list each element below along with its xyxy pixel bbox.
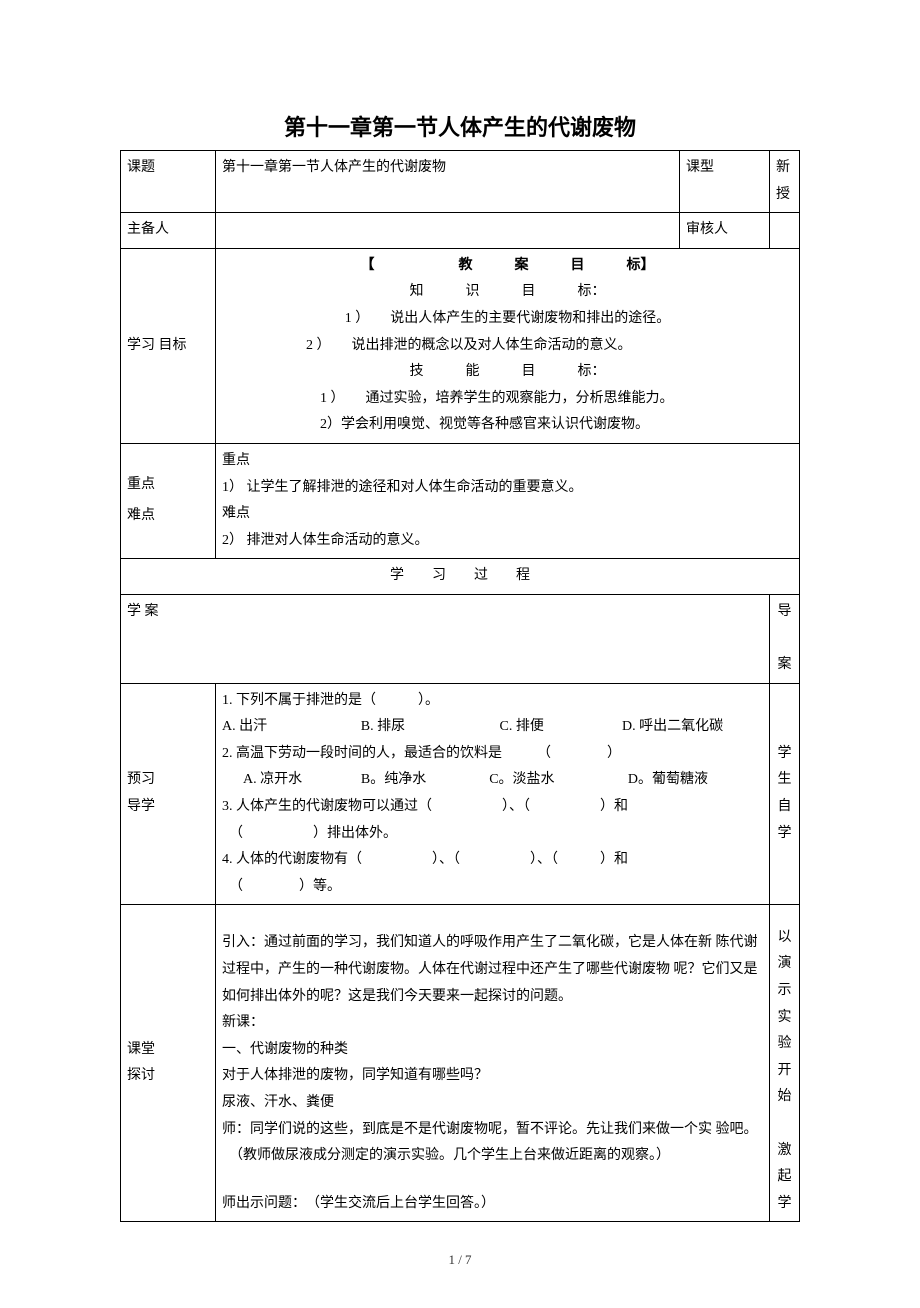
preview-q3-1: 3. 人体产生的代谢废物可以通过（ ）、（ ）和: [222, 794, 763, 821]
knowledge-item-2: 2 ） 说出排泄的概念以及对人体生命活动的意义。: [222, 333, 793, 360]
focus-zd-1: 1） 让学生了解排泄的途径和对人体生命活动的重要意义。: [222, 475, 793, 502]
class-side: 以 演 示 实 验 开 始 激 起 学: [770, 905, 800, 1222]
class-p5: 尿液、汗水、粪便: [222, 1090, 763, 1117]
type-value: 新授: [770, 151, 800, 213]
knowledge-item-1: 1 ） 说出人体产生的主要代谢废物和排出的途径。: [222, 306, 793, 333]
lesson-plan-table: 课题 第十一章第一节人体产生的代谢废物 课型 新授 主备人 审核人 学习 目标 …: [120, 150, 800, 1222]
knowledge-heading: 知 识 目 标：: [222, 279, 793, 306]
q2-d: D。葡萄糖液: [628, 767, 708, 794]
preview-label: 预习 导学: [121, 683, 216, 905]
preview-q4-2: （ ）等。: [222, 874, 763, 901]
class-label-text: 课堂 探讨: [127, 1042, 155, 1084]
focus-label: 重点 难点: [121, 443, 216, 558]
page-title: 第十一章第一节人体产生的代谢废物: [120, 110, 800, 142]
class-p7: （教师做尿液成分测定的演示实验。几个学生上台来做近距离的观察。）: [222, 1143, 763, 1170]
skill-item-2: 2）学会利用嗅觉、视觉等各种感官来认识代谢废物。: [222, 412, 793, 439]
skill-heading: 技 能 目 标：: [222, 359, 793, 386]
focus-zd-label: 重点: [222, 448, 793, 475]
q1-c: C. 排便: [500, 714, 619, 741]
preparer-value: [216, 213, 680, 249]
reviewer-label: 审核人: [680, 213, 770, 249]
objectives-cell: 【 教 案 目 标】 知 识 目 标： 1 ） 说出人体产生的主要代谢废物和排出…: [216, 248, 800, 443]
preview-label-text: 预习 导学: [127, 772, 155, 814]
q1-a: A. 出汗: [222, 714, 357, 741]
topic-value: 第十一章第一节人体产生的代谢废物: [216, 151, 680, 213]
preview-q2: 2. 高温下劳动一段时间的人，最适合的饮料是 （ ）: [222, 741, 763, 768]
topic-label: 课题: [121, 151, 216, 213]
q1-d: D. 呼出二氧化碳: [622, 714, 723, 741]
preview-q3-2: （ ）排出体外。: [222, 821, 763, 848]
class-p2: 新课：: [222, 1010, 763, 1037]
preview-cell: 1. 下列不属于排泄的是（ ）。 A. 出汗 B. 排尿 C. 排便 D. 呼出…: [216, 683, 770, 905]
page-footer: 1 / 7: [120, 1252, 800, 1268]
reviewer-value: [770, 213, 800, 249]
objectives-label: 学习 目标: [121, 248, 216, 443]
type-label: 课型: [680, 151, 770, 213]
class-p9: 师出示问题： （学生交流后上台学生回答。）: [222, 1191, 763, 1218]
preview-q1-opts: A. 出汗 B. 排尿 C. 排便 D. 呼出二氧化碳: [222, 714, 763, 741]
preview-q4-1: 4. 人体的代谢废物有（ ）、（ ）、（ ）和: [222, 847, 763, 874]
focus-cell: 重点 1） 让学生了解排泄的途径和对人体生命活动的重要意义。 难点 2） 排泄对…: [216, 443, 800, 558]
q2-a: A. 凉开水: [243, 767, 357, 794]
class-spacer: [222, 909, 763, 930]
q1-b: B. 排尿: [361, 714, 496, 741]
class-p3: 一、代谢废物的种类: [222, 1037, 763, 1064]
focus-nd-1: 2） 排泄对人体生命活动的意义。: [222, 528, 793, 555]
class-p4: 对于人体排泄的废物，同学知道有哪些吗？: [222, 1063, 763, 1090]
class-p1: 引入：通过前面的学习，我们知道人的呼吸作用产生了二氧化碳，它是人体在新 陈代谢过…: [222, 930, 763, 1010]
objectives-label-text: 学习 目标: [127, 338, 187, 353]
focus-label-text: 重点 难点: [127, 477, 155, 523]
case-left: 学 案: [121, 594, 770, 683]
process-heading: 学 习 过 程: [121, 559, 800, 595]
class-p6: 师：同学们说的这些，到底是不是代谢废物呢，暂不评论。先让我们来做一个实 验吧。: [222, 1117, 763, 1144]
q2-b: B。纯净水: [361, 767, 486, 794]
skill-item-1: 1 ） 通过实验，培养学生的观察能力，分析思维能力。: [222, 386, 793, 413]
q2-c: C。淡盐水: [489, 767, 624, 794]
case-right: 导 案: [770, 594, 800, 683]
class-spacer2: [222, 1170, 763, 1191]
preview-q1: 1. 下列不属于排泄的是（ ）。: [222, 688, 763, 715]
preview-side: 学 生 自 学: [770, 683, 800, 905]
objectives-heading: 【 教 案 目 标】: [222, 253, 793, 280]
focus-nd-label: 难点: [222, 501, 793, 528]
class-label: 课堂 探讨: [121, 905, 216, 1222]
preview-q2-opts: A. 凉开水 B。纯净水 C。淡盐水 D。葡萄糖液: [222, 767, 763, 794]
preparer-label: 主备人: [121, 213, 216, 249]
class-cell: 引入：通过前面的学习，我们知道人的呼吸作用产生了二氧化碳，它是人体在新 陈代谢过…: [216, 905, 770, 1222]
